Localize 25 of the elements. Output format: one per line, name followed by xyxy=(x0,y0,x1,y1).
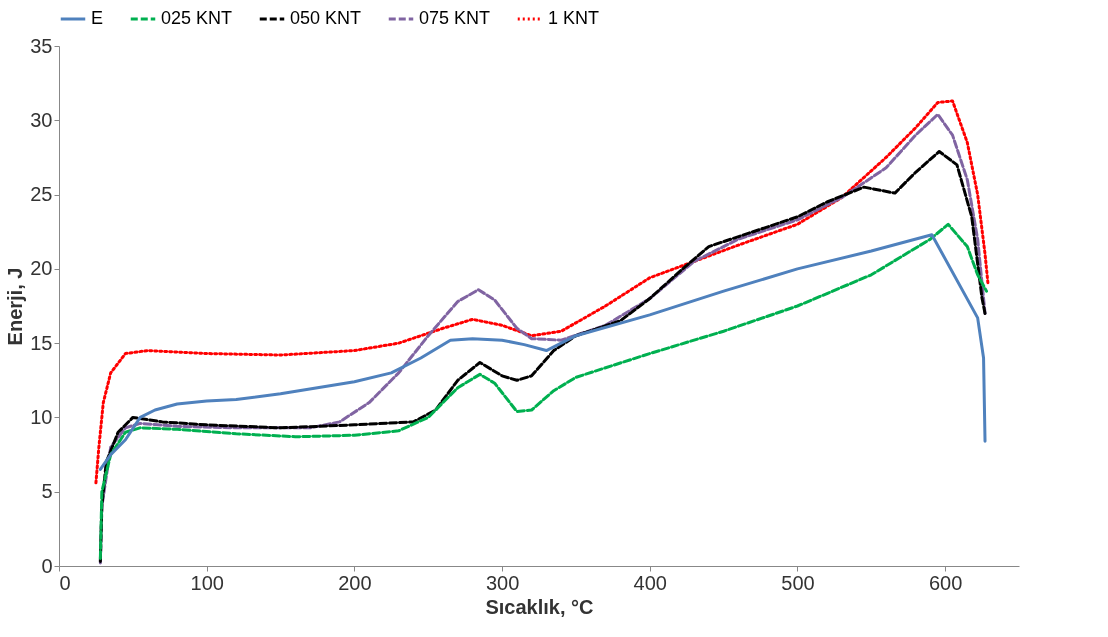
y-tick-label: 15 xyxy=(30,331,53,354)
line-series xyxy=(94,99,990,485)
x-tick-label: 0 xyxy=(59,571,71,594)
x-tick-label: 400 xyxy=(633,571,667,594)
y-tick-label: 25 xyxy=(30,183,53,206)
y-tick-label: 0 xyxy=(41,554,53,577)
y-tick-label: 35 xyxy=(30,34,53,57)
y-axis-title: Enerji, J xyxy=(4,267,27,346)
x-tick-label: 200 xyxy=(338,571,372,594)
line-series xyxy=(98,222,989,561)
x-tick-label: 500 xyxy=(781,571,815,594)
legend-label: 1 KNT xyxy=(548,8,600,28)
legend-label: 025 KNT xyxy=(161,8,233,28)
y-tick-label: 20 xyxy=(30,257,53,280)
line-series xyxy=(98,233,987,471)
y-tick-label: 30 xyxy=(30,108,53,131)
x-tick-label: 600 xyxy=(928,571,963,594)
x-tick-label: 300 xyxy=(485,571,520,594)
y-tick-label: 10 xyxy=(30,405,53,428)
legend-label: E xyxy=(91,8,104,28)
legend-label: 075 KNT xyxy=(419,8,491,28)
y-tick-label: 5 xyxy=(41,480,53,503)
x-tick-label: 100 xyxy=(190,571,224,594)
legend-label: 050 KNT xyxy=(290,8,362,28)
x-axis-title: Sıcaklık, °C xyxy=(485,595,594,618)
